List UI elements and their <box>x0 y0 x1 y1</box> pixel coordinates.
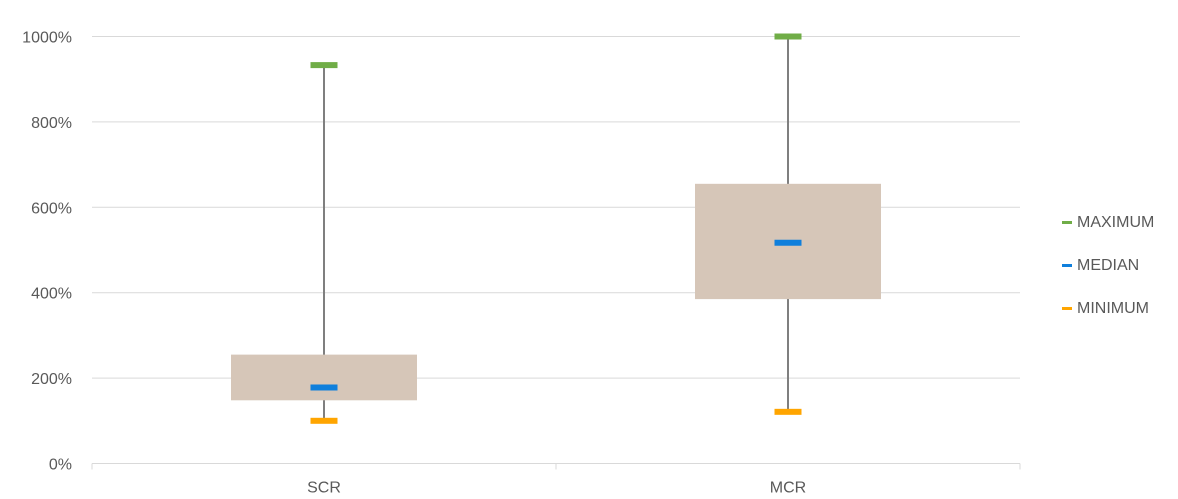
x-tick-label: MCR <box>770 480 806 497</box>
legend-swatch-minimum <box>1062 307 1072 310</box>
legend-swatch-maximum <box>1062 221 1072 224</box>
median-marker <box>774 239 802 246</box>
y-tick-label: 0% <box>49 457 72 474</box>
minimum-marker <box>310 417 338 424</box>
y-tick-label: 200% <box>31 371 72 388</box>
markers <box>310 33 802 424</box>
legend-item-median: MEDIAN <box>1062 255 1178 276</box>
legend-item-minimum: MINIMUM <box>1062 298 1178 319</box>
legend-label-maximum: MAXIMUM <box>1077 213 1155 231</box>
y-tick-label: 400% <box>31 286 72 303</box>
legend-label-minimum: MINIMUM <box>1077 299 1149 317</box>
median-marker <box>310 384 338 391</box>
maximum-marker <box>774 33 802 40</box>
tick-labels: 0% 200% 400% 600% 800% 1000% SCR MCR <box>22 30 806 497</box>
y-tick-label: 1000% <box>22 30 72 47</box>
legend-swatch-median <box>1062 264 1072 267</box>
x-tick-label: SCR <box>307 480 341 497</box>
legend-label-median: MEDIAN <box>1077 256 1140 274</box>
legend-item-maximum: MAXIMUM <box>1062 212 1178 233</box>
y-tick-label: 600% <box>31 200 72 217</box>
boxes <box>231 183 881 401</box>
y-tick-label: 800% <box>31 115 72 132</box>
minimum-marker <box>774 408 802 415</box>
box-iqr <box>231 354 417 401</box>
axes <box>91 463 1021 470</box>
legend: MAXIMUM MEDIAN MINIMUM <box>1062 212 1178 341</box>
maximum-marker <box>310 62 338 69</box>
